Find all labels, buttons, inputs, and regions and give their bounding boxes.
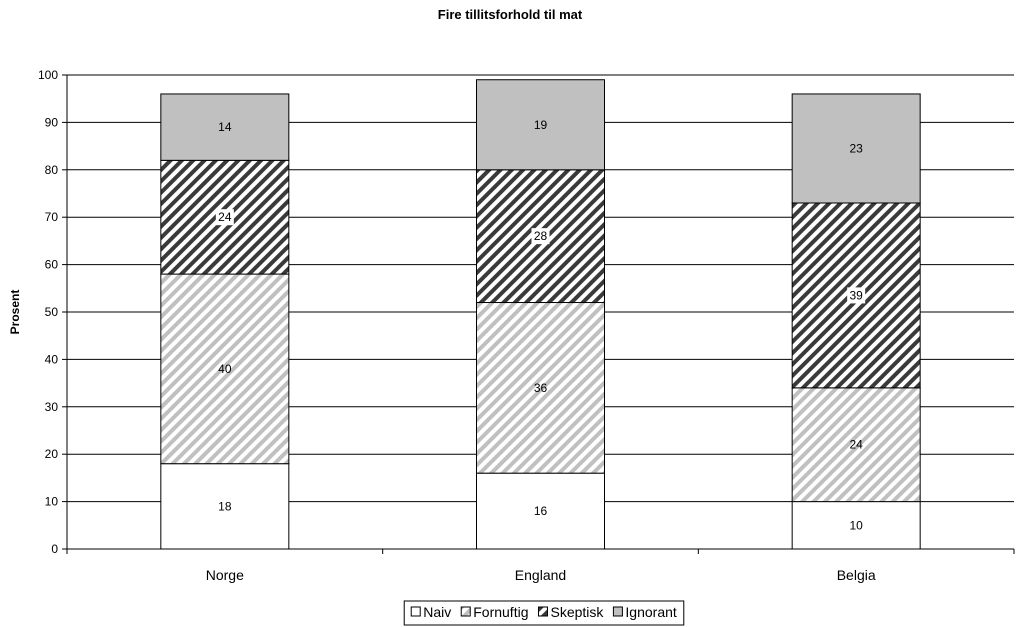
data-label: 14 (218, 120, 232, 134)
y-tick-label: 20 (45, 447, 59, 461)
legend-label: Ignorant (625, 604, 676, 620)
data-label: 40 (218, 362, 232, 376)
y-axis-label: Prosent (8, 290, 22, 335)
data-label: 23 (849, 141, 863, 155)
legend-label: Skeptisk (550, 604, 604, 620)
bar-segment-ignorant (476, 79, 605, 171)
data-label-bg (847, 287, 866, 304)
legend: Naiv Fornuftig Skeptisk Ignorant (403, 600, 685, 626)
x-category-label: Norge (206, 567, 244, 583)
legend-label: Fornuftig (473, 604, 528, 620)
bar-segment-naiv (160, 463, 290, 550)
data-label: 39 (849, 288, 863, 302)
bar-segment-fornuftig (476, 302, 605, 474)
data-label: 28 (534, 229, 548, 243)
bar-segment-fornuftig (791, 387, 921, 503)
axes (66, 75, 1015, 554)
bar-segment-naiv (476, 472, 605, 550)
x-category-label: Belgia (837, 567, 876, 583)
bar-segment-ignorant (791, 93, 921, 204)
y-tick-label: 60 (45, 258, 59, 272)
data-label-bg (215, 209, 234, 226)
data-label: 19 (534, 118, 548, 132)
bars: 18 40 24 14 16 36 28 19 10 24 39 23 (160, 79, 921, 550)
bar-segment-ignorant (160, 93, 290, 161)
legend-label: Naiv (423, 604, 451, 620)
data-label: 16 (534, 504, 548, 518)
data-label-bg (531, 228, 550, 245)
y-tick-label: 90 (45, 115, 59, 129)
y-tick-label: 50 (45, 305, 59, 319)
y-axis-ticks: 0 10 20 30 40 50 60 70 80 90 100 (38, 68, 67, 556)
data-label: 18 (218, 499, 232, 513)
chart-title: Fire tillitsforhold til mat (438, 7, 583, 22)
legend-swatch-fornuftig (460, 606, 471, 617)
legend-swatch-ignorant (612, 606, 623, 617)
data-label: 10 (849, 518, 863, 532)
y-tick-label: 80 (45, 163, 59, 177)
data-label: 24 (849, 438, 863, 452)
y-tick-label: 10 (45, 495, 59, 509)
data-label: 36 (534, 381, 548, 395)
y-tick-label: 70 (45, 210, 59, 224)
y-tick-label: 0 (51, 542, 58, 556)
y-tick-label: 30 (45, 400, 59, 414)
bar-segment-naiv (791, 501, 921, 550)
bar-segment-fornuftig (160, 273, 290, 465)
y-tick-label: 100 (38, 68, 58, 82)
y-tick-label: 40 (45, 352, 59, 366)
legend-box (403, 600, 685, 626)
x-axis-categories: Norge England Belgia (206, 567, 876, 583)
data-label: 24 (218, 210, 232, 224)
legend-swatch-skeptisk (537, 606, 548, 617)
x-category-label: England (515, 567, 566, 583)
legend-swatch-naiv (410, 606, 421, 617)
